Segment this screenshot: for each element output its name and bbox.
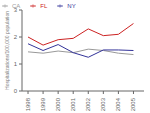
svg-text:3: 3 (14, 7, 18, 13)
svg-text:2000: 2000 (55, 97, 61, 111)
svg-text:1999: 1999 (40, 97, 46, 111)
svg-text:0: 0 (14, 88, 18, 94)
svg-text:2002: 2002 (85, 97, 91, 111)
svg-text:1998: 1998 (25, 97, 31, 111)
svg-text:2: 2 (14, 34, 18, 40)
svg-text:Hospitalizations/100,000 popul: Hospitalizations/100,000 population (8, 11, 10, 90)
svg-text:2005: 2005 (130, 97, 136, 111)
svg-text:2003: 2003 (100, 97, 106, 111)
svg-text:2004: 2004 (115, 97, 121, 111)
svg-text:2001: 2001 (70, 97, 76, 111)
svg-text:1: 1 (14, 61, 18, 67)
